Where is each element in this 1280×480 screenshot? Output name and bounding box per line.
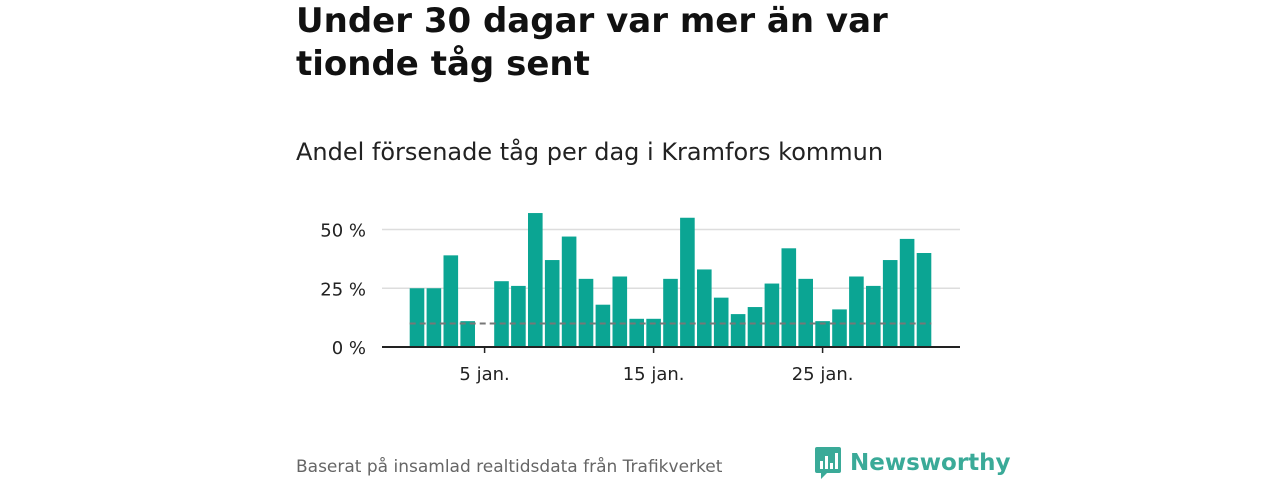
bar — [916, 253, 932, 347]
bar — [866, 285, 881, 347]
bar — [646, 318, 661, 347]
bar — [511, 285, 526, 347]
bar — [849, 276, 864, 347]
bar — [595, 304, 611, 347]
bar — [629, 318, 644, 347]
bar — [713, 297, 729, 347]
y-tick-label: 50 % — [320, 221, 366, 242]
chart-title: Under 30 dagar var mer än var tionde tåg… — [296, 1, 888, 84]
bar — [882, 260, 898, 347]
chart-subtitle: Andel försenade tåg per dag i Kramfors k… — [296, 138, 884, 166]
bars — [409, 213, 932, 347]
source-note: Baserat på insamlad realtidsdata från Tr… — [296, 457, 723, 477]
bar — [815, 321, 830, 347]
bar — [697, 269, 712, 347]
bar — [409, 288, 425, 347]
brand-name: Newsworthy — [850, 450, 1011, 476]
x-tick-label: 15 jan. — [623, 364, 685, 385]
bar — [544, 260, 560, 347]
axes: 0 % 25 % 50 % 5 jan. 15 jan. 25 jan. — [320, 221, 960, 385]
bar — [494, 281, 509, 347]
bar — [663, 278, 678, 347]
bar — [832, 309, 847, 347]
bar — [528, 213, 543, 347]
bar-chart: 0 % 25 % 50 % 5 jan. 15 jan. 25 jan. — [320, 213, 960, 385]
bar-chart-speech-bubble-icon — [815, 447, 841, 479]
bar — [443, 255, 459, 347]
bar — [426, 288, 442, 347]
y-tick-label: 0 % — [332, 338, 366, 359]
bar — [899, 238, 915, 347]
bar — [764, 283, 780, 347]
bar — [747, 307, 763, 347]
bar — [781, 248, 797, 347]
bar — [798, 278, 813, 347]
bar — [612, 276, 628, 347]
x-tick-label: 25 jan. — [792, 364, 854, 385]
bar — [730, 314, 746, 347]
bar — [460, 321, 475, 347]
y-tick-label: 25 % — [320, 279, 366, 300]
newsworthy-logo: Newsworthy — [814, 446, 1011, 480]
bar — [578, 278, 594, 347]
bar — [561, 236, 577, 347]
bar — [680, 217, 695, 347]
x-tick-label: 5 jan. — [459, 364, 509, 385]
